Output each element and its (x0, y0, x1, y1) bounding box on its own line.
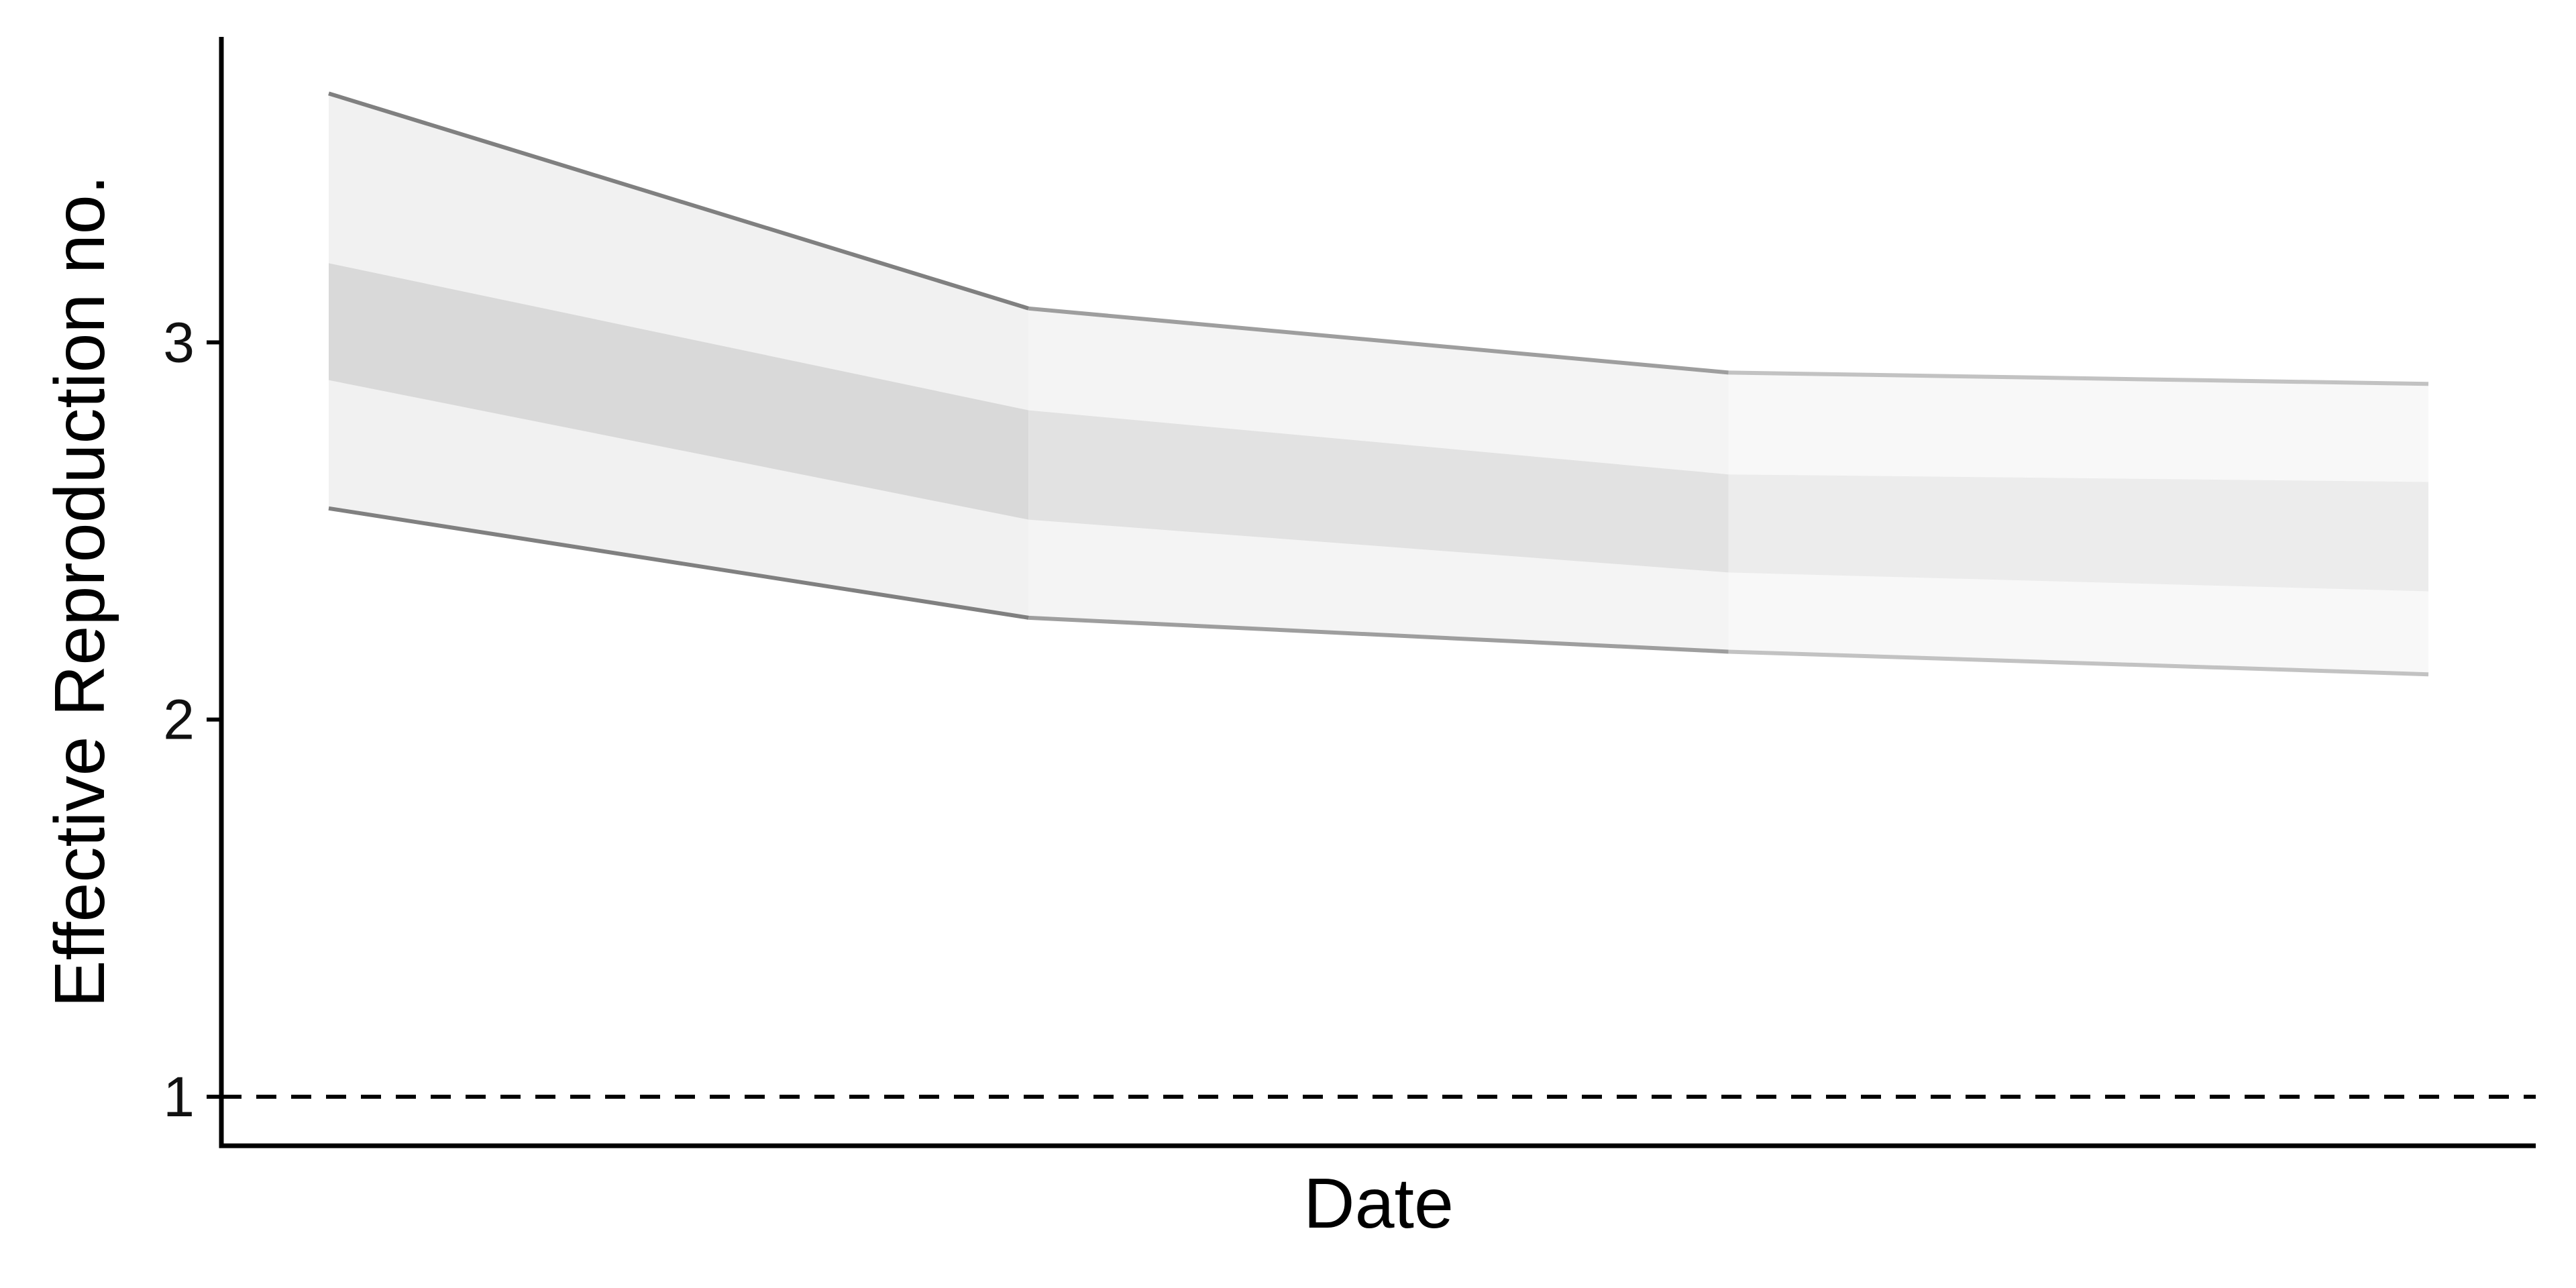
y-tick-label-2: 2 (163, 688, 195, 751)
axes: 1 2 3 (163, 37, 2536, 1148)
band-edge-lines (328, 91, 2429, 677)
y-axis-label: Effective Reproduction no. (40, 175, 119, 1008)
upper-edge-segment-3 (1728, 370, 2429, 386)
inner-band-segment-1 (329, 263, 1029, 520)
upper-edge-segment-2 (1028, 306, 1729, 375)
lower-edge-segment-1 (328, 506, 1029, 620)
y-tick-label-3: 3 (163, 311, 195, 374)
x-axis-label: Date (1303, 1164, 1454, 1243)
lower-edge-segment-2 (1028, 615, 1729, 654)
y-ticks: 1 2 3 (163, 311, 221, 1128)
inner-band-segment-3 (1728, 474, 2428, 592)
upper-edge-segment-1 (328, 91, 1030, 311)
y-tick-label-1: 1 (163, 1065, 195, 1128)
confidence-bands (329, 93, 2428, 675)
inner-band-segment-2 (1028, 410, 1729, 573)
lower-edge-segment-3 (1728, 649, 2429, 677)
